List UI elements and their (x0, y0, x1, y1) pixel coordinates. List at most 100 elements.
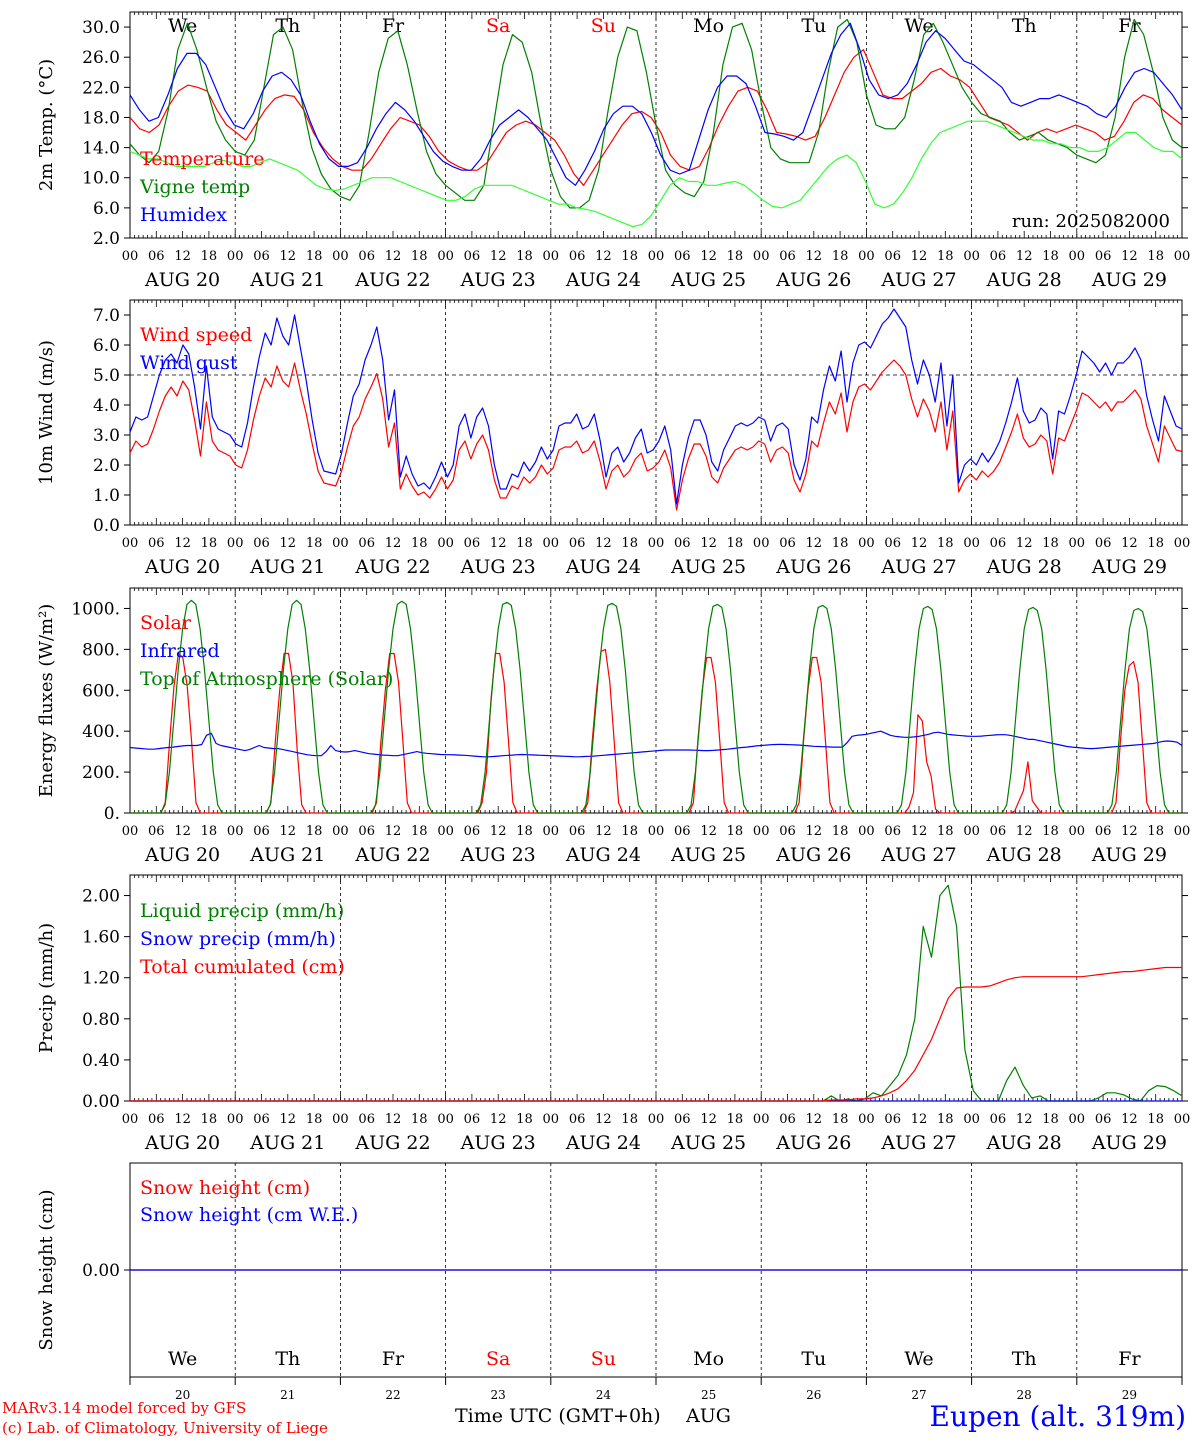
x-hour-label: 12 (1121, 249, 1138, 264)
legend-label: Humidex (140, 204, 227, 226)
x-hour-label: 06 (779, 1112, 796, 1127)
x-hour-label: 06 (990, 824, 1007, 839)
x-hour-label: 00 (753, 824, 770, 839)
day-number-label: 28 (1017, 1388, 1032, 1402)
x-hour-label: 06 (464, 536, 481, 551)
x-hour-label: 06 (358, 536, 375, 551)
x-hour-label: 18 (1042, 1112, 1059, 1127)
x-date-label: AUG 26 (775, 1132, 851, 1154)
x-hour-label: 06 (1095, 536, 1112, 551)
x-date-label: AUG 25 (670, 1132, 746, 1154)
x-hour-label: 12 (1016, 249, 1033, 264)
x-hour-label: 06 (569, 249, 586, 264)
y-tick-label: 2.0 (93, 229, 120, 249)
x-hour-label: 06 (884, 536, 901, 551)
location-title: Eupen (alt. 319m) (929, 1400, 1186, 1433)
x-hour-label: 12 (1121, 824, 1138, 839)
legend-label: Temperature (140, 148, 264, 170)
x-hour-label: 18 (621, 536, 638, 551)
x-hour-label: 00 (332, 249, 349, 264)
x-hour-label: 12 (700, 249, 717, 264)
x-hour-label: 06 (569, 536, 586, 551)
weekday-label: Mo (693, 15, 724, 37)
x-hour-label: 00 (122, 1112, 139, 1127)
x-hour-label: 00 (543, 824, 560, 839)
run-annotation: run: 2025082000 (1012, 211, 1170, 232)
panel-1: 2.0 6.0 10.0 14.0 18.0 22.0 26.0 30.0 2m Temp. (… (36, 11, 1191, 291)
x-hour-label: 06 (1095, 824, 1112, 839)
y-axis-label: Energy fluxes (W/m²) (36, 604, 57, 798)
x-hour-label: 06 (569, 824, 586, 839)
x-hour-label: 12 (595, 1112, 612, 1127)
weekday-label: Fr (382, 1348, 405, 1370)
x-date-label: AUG 29 (1091, 844, 1167, 866)
x-hour-label: 00 (227, 824, 244, 839)
y-tick-label: 800. (82, 640, 120, 660)
x-date-label: AUG 21 (249, 1132, 325, 1154)
x-hour-label: 00 (437, 536, 454, 551)
weekday-label: Th (1012, 1348, 1037, 1370)
weekday-label: Tu (801, 15, 826, 37)
weekday-label: Sa (486, 1348, 510, 1370)
x-hour-label: 12 (911, 824, 928, 839)
x-date-label: AUG 25 (670, 269, 746, 291)
x-axis-title: Time UTC (GMT+0h) (455, 1405, 661, 1427)
x-date-label: AUG 25 (670, 556, 746, 578)
x-hour-label: 00 (227, 249, 244, 264)
panel-3: 0. 200. 400. 600. 800. 1000. Energy fluxes (W/… (36, 587, 1191, 866)
day-number-label: 26 (806, 1388, 821, 1402)
x-hour-label: 12 (490, 1112, 507, 1127)
x-hour-label: 06 (148, 1112, 165, 1127)
panel-5: 0.00 Snow height (cm) We 20 Th 21 Fr 22 Sa 23 Su 24… (36, 1162, 1188, 1402)
legend-label: Solar (140, 612, 192, 634)
x-date-label: AUG 26 (775, 269, 851, 291)
x-hour-label: 00 (543, 1112, 560, 1127)
x-hour-label: 00 (1174, 824, 1191, 839)
x-date-label: AUG 20 (144, 1132, 220, 1154)
x-hour-label: 12 (1016, 1112, 1033, 1127)
x-date-label: AUG 25 (670, 844, 746, 866)
x-hour-label: 18 (306, 249, 323, 264)
x-hour-label: 12 (490, 536, 507, 551)
y-tick-label: 30.0 (82, 18, 120, 38)
lab-credit: (c) Lab. of Climatology, University of L… (2, 1419, 328, 1437)
x-hour-label: 12 (595, 824, 612, 839)
y-tick-label: 600. (82, 681, 120, 701)
y-axis-label: 10m Wind (m/s) (36, 340, 57, 485)
x-date-label: AUG 22 (354, 844, 430, 866)
x-hour-label: 18 (727, 824, 744, 839)
weekday-label: Fr (382, 15, 405, 37)
y-tick-label: 0.80 (82, 1010, 120, 1030)
x-hour-label: 06 (253, 1112, 270, 1127)
x-hour-label: 18 (1042, 536, 1059, 551)
weekday-label: We (904, 1348, 933, 1370)
x-hour-label: 12 (280, 249, 297, 264)
x-hour-label: 00 (858, 536, 875, 551)
legend-label: Snow precip (mm/h) (140, 928, 336, 950)
x-hour-label: 00 (227, 536, 244, 551)
y-tick-label: 0.0 (93, 516, 120, 536)
x-hour-label: 00 (753, 1112, 770, 1127)
x-hour-label: 00 (858, 1112, 875, 1127)
x-hour-label: 06 (1095, 249, 1112, 264)
x-hour-label: 00 (1069, 824, 1086, 839)
weekday-label: Sa (486, 15, 510, 37)
x-hour-label: 00 (753, 249, 770, 264)
x-date-label: AUG 28 (986, 1132, 1062, 1154)
x-date-label: AUG 21 (249, 556, 325, 578)
x-hour-label: 00 (332, 1112, 349, 1127)
x-hour-label: 12 (806, 249, 823, 264)
x-hour-label: 06 (253, 536, 270, 551)
x-date-label: AUG 20 (144, 556, 220, 578)
x-hour-label: 00 (1174, 249, 1191, 264)
x-hour-label: 18 (621, 824, 638, 839)
x-hour-label: 18 (937, 824, 954, 839)
x-hour-label: 06 (464, 824, 481, 839)
x-hour-label: 18 (937, 1112, 954, 1127)
day-number-label: 25 (701, 1388, 716, 1402)
x-hour-label: 06 (884, 249, 901, 264)
y-tick-label: 14.0 (82, 139, 120, 159)
weekday-label: Th (275, 1348, 300, 1370)
x-hour-label: 18 (516, 249, 533, 264)
